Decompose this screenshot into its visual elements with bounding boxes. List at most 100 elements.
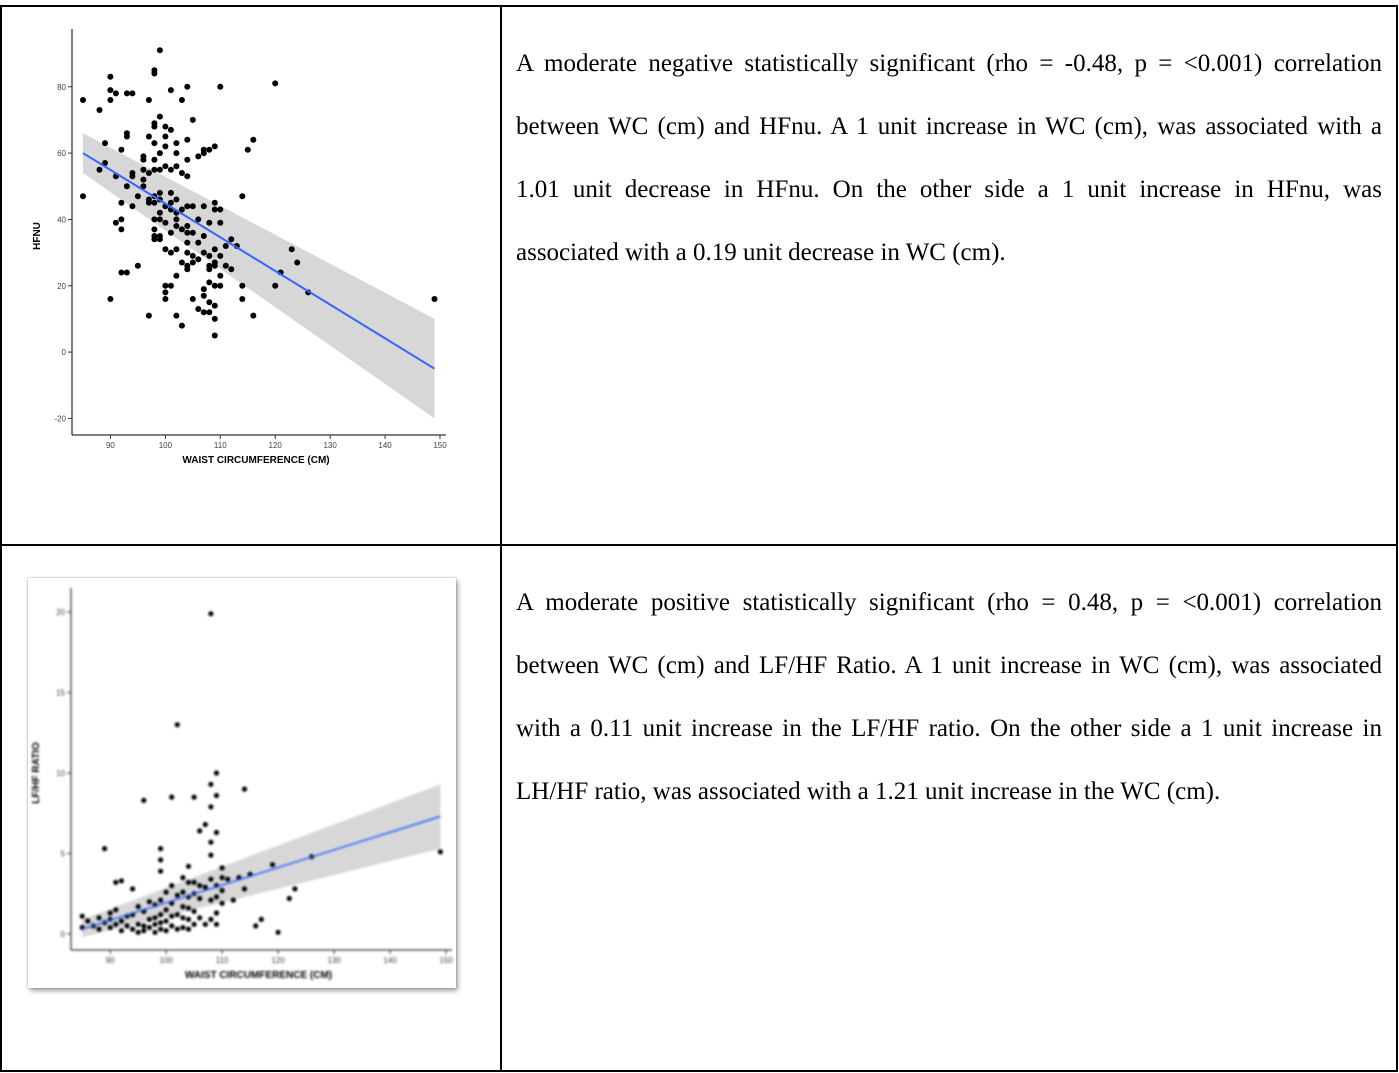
data-point [169,883,175,889]
data-point [113,907,119,913]
data-point [269,862,276,868]
data-point [184,83,191,90]
data-point [151,166,158,173]
data-point [184,156,191,163]
data-point [206,279,213,286]
x-tick-label: 120 [269,441,283,450]
data-point [156,236,163,243]
data-point [167,166,174,173]
x-tick-label: 140 [383,956,397,965]
data-point [213,770,220,776]
data-point [275,929,281,935]
hfnu-scatter-chart: 90 100 110 120 130 140 150 -20 0 20 40 60 80 WAIST CI… [32,29,447,466]
data-point [140,176,147,183]
x-tick-label: 100 [159,441,173,450]
data-point [118,269,125,276]
data-point [173,196,180,203]
data-point [156,216,163,223]
data-point [174,722,180,728]
data-point [208,611,214,617]
data-point [123,130,130,137]
data-point [173,223,180,229]
data-point [272,80,279,87]
data-point [167,87,174,94]
data-point [173,272,180,279]
data-point [178,97,185,103]
data-point [118,918,124,924]
data-point [200,203,207,210]
data-point [185,863,192,869]
data-point [219,875,225,881]
data-point [174,892,180,898]
regression-line [82,152,436,370]
data-point [253,923,259,929]
text-cell: A moderate positive statistically signif… [500,544,1398,1072]
hfnu-correlation-description: A moderate negative statistically signif… [516,50,1382,266]
data-point [180,875,186,881]
y-tick-label: 20 [56,608,65,617]
data-point [184,203,191,210]
data-point [167,282,174,289]
data-point [156,47,163,54]
data-point [184,239,191,246]
data-point [195,239,202,246]
x-tick-label: 140 [378,441,392,450]
y-tick-label: 60 [57,149,66,158]
data-point [145,312,152,319]
data-point [178,259,185,266]
hfnu-chart-container: 90 100 110 120 130 140 150 -20 0 20 40 60 80 WAIST CI… [12,17,472,492]
data-point [102,140,108,147]
data-point [151,216,158,223]
data-point [180,924,186,931]
data-point [146,924,152,931]
data-point [123,269,130,276]
data-point [158,857,164,863]
data-point [178,170,185,176]
x-tick-label: 150 [439,956,453,965]
data-point [241,786,248,792]
data-point [158,926,164,932]
lfhf-chart-frame: 90 100 110 120 130 140 150 0 5 10 15 20 WAIST CIRCUM… [28,578,456,988]
data-point [169,913,175,919]
data-point [156,166,163,173]
data-point [184,223,191,229]
text-cell: A moderate negative statistically signif… [500,5,1398,546]
data-point [158,897,164,903]
data-point [286,895,292,902]
data-point [211,315,218,322]
data-point [437,849,443,855]
data-point [292,886,298,892]
data-point [173,163,180,170]
data-point [135,929,141,935]
data-point [124,923,130,929]
data-point [135,921,141,927]
data-point [118,226,125,233]
data-point [208,781,214,787]
data-point [191,794,197,800]
data-point [152,929,158,935]
y-tick-label: -20 [54,414,66,423]
data-point [211,332,218,339]
x-axis-title: WAIST CIRCUMFERENCE (CM) [185,970,332,981]
data-point [217,272,224,279]
data-point [96,107,103,113]
data-point [208,804,214,810]
data-point [162,219,169,226]
data-point [185,916,192,922]
data-point [191,921,197,927]
data-point [217,252,224,259]
data-point [152,915,158,921]
data-point [151,120,158,127]
data-point [230,897,236,903]
data-point [195,216,202,223]
y-tick-label: 15 [56,689,65,698]
data-point [123,183,130,190]
data-point [173,150,180,157]
y-axis-title: HFNU [32,222,43,250]
y-tick-label: 0 [62,348,67,357]
data-point [189,296,196,302]
data-point [156,209,163,216]
data-point [145,97,152,103]
lfhf-correlation-description: A moderate positive statistically signif… [516,589,1382,805]
data-point [211,143,218,150]
